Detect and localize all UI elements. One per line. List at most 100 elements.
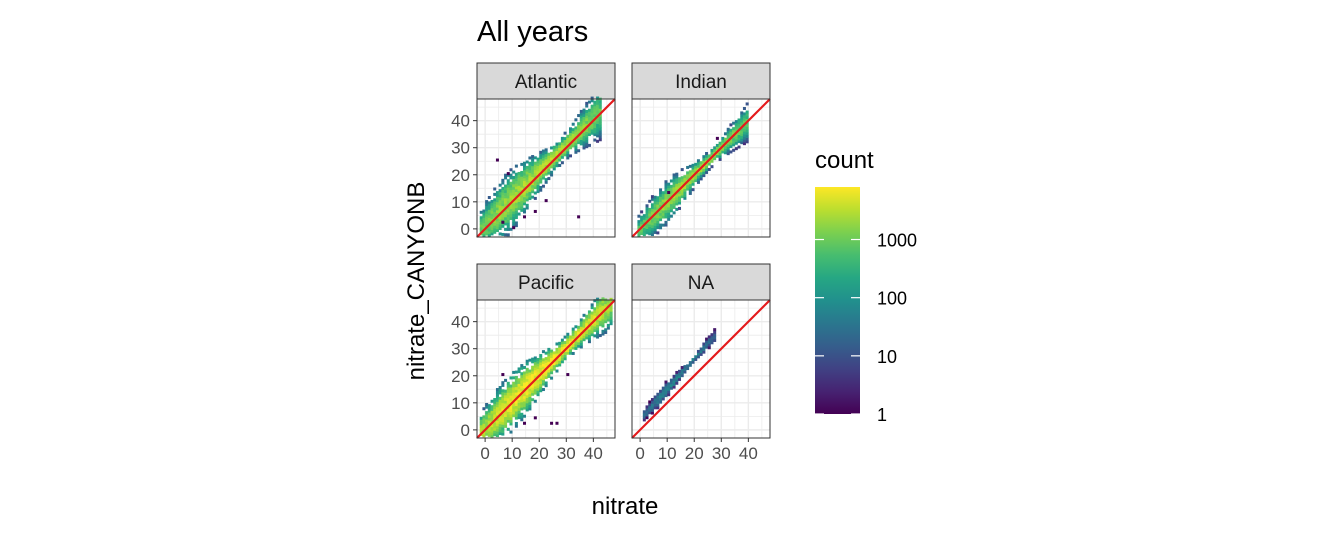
legend-colorbar	[815, 187, 860, 414]
heatmap-bin	[699, 352, 703, 356]
heatmap-bin	[506, 419, 510, 423]
heatmap-bin	[493, 214, 497, 218]
heatmap-bin	[490, 405, 494, 409]
heatmap-bin	[517, 190, 521, 194]
heatmap-bin	[672, 178, 676, 182]
heatmap-bin	[587, 332, 591, 336]
legend-tick-label: 1000	[877, 231, 917, 251]
heatmap-bin	[742, 134, 746, 138]
heatmap-bin	[487, 425, 491, 429]
heatmap-bin	[598, 135, 602, 139]
heatmap-bin	[506, 389, 510, 393]
heatmap-bin	[582, 335, 586, 339]
heatmap-bin	[598, 103, 602, 107]
heatmap-bin	[678, 190, 682, 194]
heatmap-bin	[675, 370, 679, 374]
heatmap-bin	[501, 178, 505, 182]
heatmap-bin	[544, 351, 548, 355]
heatmap-bin	[590, 330, 594, 334]
heatmap-bin	[560, 346, 564, 350]
heatmap-bin	[509, 430, 513, 434]
heatmap-bin	[558, 145, 562, 149]
heatmap-bin	[664, 191, 668, 195]
heatmap-bin	[547, 166, 551, 170]
heatmap-bin	[585, 123, 589, 127]
heatmap-bin	[574, 148, 578, 152]
heatmap-bin	[498, 232, 502, 236]
heatmap-bin	[541, 358, 545, 362]
heatmap-bin	[498, 216, 502, 220]
heatmap-bin	[683, 177, 687, 181]
heatmap-bin	[694, 165, 698, 169]
heatmap-bin	[596, 134, 600, 138]
heatmap-bin	[737, 132, 741, 136]
heatmap-bin	[745, 137, 749, 141]
heatmap-bin	[514, 210, 518, 214]
heatmap-bin	[742, 136, 746, 140]
heatmap-bin	[664, 207, 668, 211]
heatmap-bin	[498, 410, 502, 414]
heatmap-bin	[525, 394, 529, 398]
heatmap-bin	[541, 163, 545, 167]
heatmap-bin	[672, 380, 676, 384]
heatmap-bin	[585, 118, 589, 122]
heatmap-bin	[686, 187, 690, 191]
heatmap-bin	[713, 336, 717, 340]
heatmap-bin	[509, 173, 513, 177]
heatmap-bin	[726, 133, 730, 137]
heatmap-bin	[479, 422, 483, 426]
heatmap-bin	[541, 366, 545, 370]
heatmap-bin	[525, 160, 529, 164]
heatmap-bin	[479, 227, 483, 231]
heatmap-bin	[675, 178, 679, 182]
heatmap-bin	[596, 324, 600, 328]
heatmap-bin	[541, 382, 545, 386]
heatmap-bin	[479, 210, 483, 214]
heatmap-bin	[648, 221, 652, 225]
heatmap-bin	[541, 165, 545, 169]
heatmap-bin	[569, 130, 573, 134]
heatmap-bin	[732, 137, 736, 141]
heatmap-bin	[678, 369, 682, 373]
heatmap-bin	[517, 399, 521, 403]
heatmap-bin	[517, 367, 521, 371]
heatmap-bin	[587, 119, 591, 123]
heatmap-bin	[528, 169, 532, 173]
heatmap-bin	[656, 201, 660, 205]
heatmap-bin	[550, 371, 554, 375]
heatmap-bin	[509, 411, 513, 415]
heatmap-bin	[734, 141, 738, 145]
heatmap-bin	[587, 130, 591, 134]
heatmap-bin	[523, 207, 527, 211]
heatmap-bin	[517, 370, 521, 374]
heatmap-bin	[710, 338, 714, 342]
heatmap-bin	[493, 411, 497, 415]
heatmap-bin	[582, 146, 586, 150]
heatmap-bin	[577, 138, 581, 142]
heatmap-bin	[566, 343, 570, 347]
heatmap-bin	[577, 331, 581, 335]
heatmap-bin	[598, 334, 602, 338]
heatmap-bin	[702, 350, 706, 354]
heatmap-bin	[585, 320, 589, 324]
heatmap-bin	[702, 155, 706, 159]
heatmap-bin	[555, 347, 559, 351]
heatmap-bin	[705, 343, 709, 347]
heatmap-bin	[699, 347, 703, 351]
heatmap-bin	[587, 143, 591, 147]
heatmap-bin	[525, 370, 529, 374]
heatmap-bin	[485, 416, 489, 420]
heatmap-bin	[558, 344, 562, 348]
heatmap-bin	[495, 212, 499, 216]
heatmap-bin	[609, 316, 613, 320]
heatmap-bin	[571, 330, 575, 334]
heatmap-bin	[525, 408, 529, 412]
heatmap-bin	[539, 354, 543, 358]
heatmap-bin	[531, 173, 535, 177]
heatmap-bin	[569, 127, 573, 131]
heatmap-bin	[544, 365, 548, 369]
heatmap-bin	[648, 229, 652, 233]
heatmap-bin	[560, 357, 564, 361]
heatmap-bin	[642, 233, 646, 237]
heatmap-bin	[596, 308, 600, 312]
